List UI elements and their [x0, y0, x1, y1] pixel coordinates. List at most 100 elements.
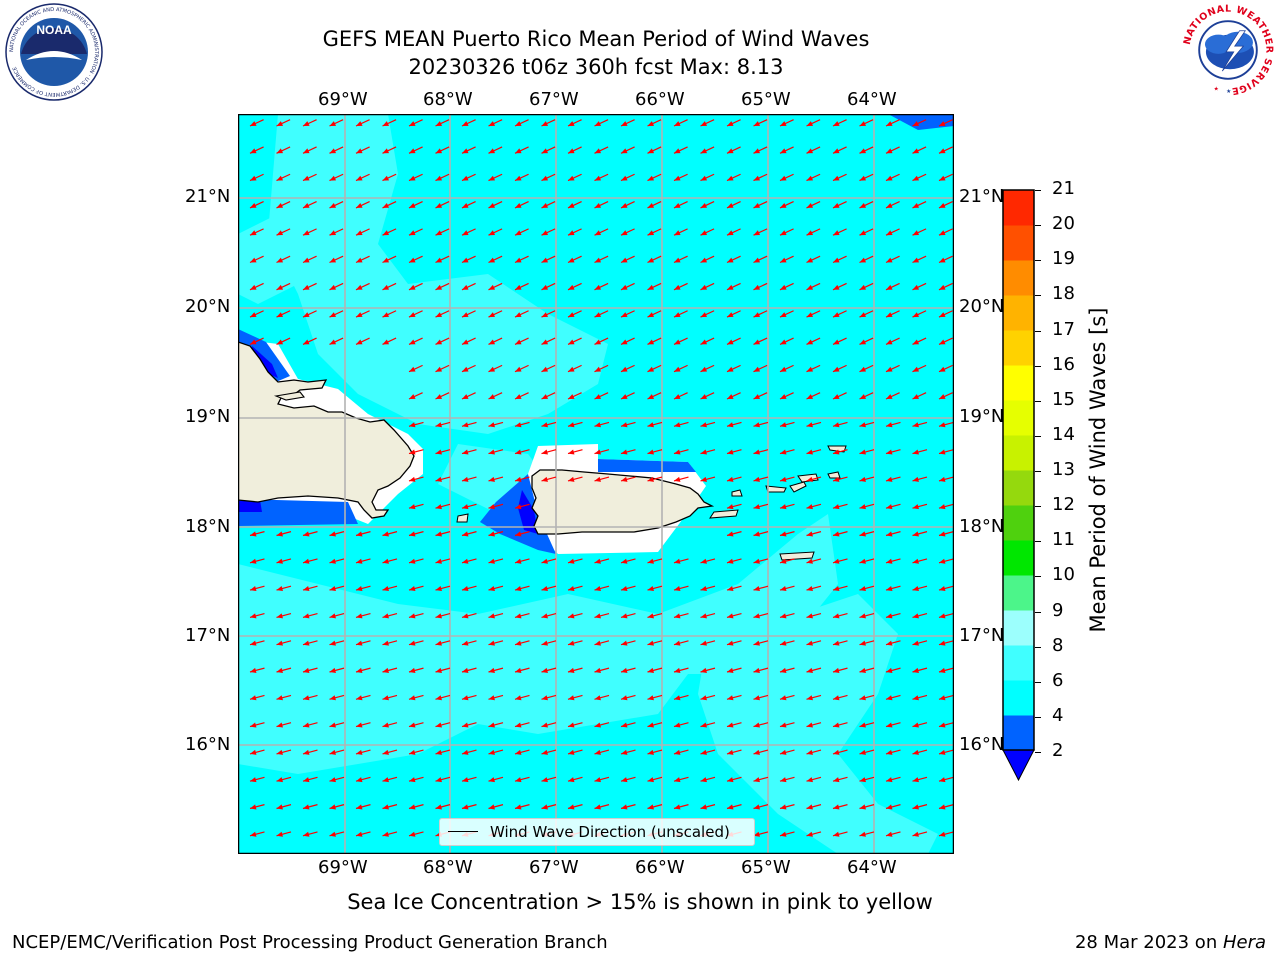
wind-wave-arrow-head: [515, 531, 522, 537]
wind-wave-arrow-head: [568, 148, 575, 154]
wind-wave-arrow-head: [594, 449, 601, 455]
wind-wave-arrow-head: [621, 148, 628, 154]
wind-wave-arrow-head: [303, 121, 310, 126]
wind-wave-arrow-head: [674, 175, 681, 181]
colorbar-tick-mark: [1035, 365, 1041, 367]
wind-wave-arrow-head: [859, 148, 867, 154]
wind-wave-arrow-head: [435, 312, 443, 318]
wind-wave-arrow-head: [462, 777, 469, 783]
wind-wave-arrow-head: [939, 558, 946, 564]
lon-label-bottom-69w: 69°W: [318, 857, 368, 878]
wind-wave-arrow-head: [647, 667, 654, 673]
wind-wave-arrow-head: [912, 613, 919, 619]
wind-wave-arrow-head: [833, 558, 840, 564]
wind-wave-arrow-head: [806, 476, 813, 482]
colorbar-tick-mark: [1035, 506, 1041, 508]
wind-wave-arrow-head: [515, 640, 522, 646]
wind-wave-arrow-head: [276, 831, 283, 837]
wind-wave-arrow-head: [939, 312, 946, 318]
wind-wave-arrow-head: [859, 257, 867, 263]
wind-wave-arrow-head: [356, 613, 363, 619]
wind-wave-arrow-head: [329, 257, 337, 263]
colorbar-bin: [1003, 680, 1034, 716]
wind-wave-arrow-head: [700, 667, 707, 673]
wind-wave-arrow-head: [674, 230, 681, 236]
wind-wave-arrow-head: [674, 667, 681, 673]
wind-wave-arrow-head: [329, 722, 336, 728]
wind-wave-arrow-head: [806, 339, 814, 345]
wind-wave-arrow-head: [674, 476, 681, 482]
wind-wave-arrow-head: [276, 558, 283, 564]
wind-wave-arrow-head: [568, 586, 575, 592]
wind-wave-arrow-head: [780, 284, 787, 290]
wind-wave-arrow-head: [859, 203, 867, 208]
wind-wave-arrow-head: [621, 230, 628, 236]
wind-wave-arrow-head: [488, 449, 495, 455]
wind-wave-arrow-head: [594, 613, 601, 619]
wind-wave-arrow-head: [621, 804, 628, 810]
wind-wave-arrow-head: [886, 257, 893, 263]
wind-wave-arrow-head: [621, 366, 628, 372]
wind-wave-arrow-head: [833, 722, 840, 728]
wind-wave-arrow-head: [939, 804, 946, 810]
wind-wave-arrow-head: [541, 613, 548, 619]
wind-wave-arrow-head: [488, 366, 496, 372]
wind-wave-arrow-head: [382, 339, 390, 345]
wind-wave-arrow-head: [382, 586, 389, 592]
wind-wave-arrow-head: [859, 640, 866, 646]
wind-wave-arrow-head: [382, 749, 389, 755]
legend-label: Wind Wave Direction (unscaled): [490, 823, 730, 841]
lon-label-top-65w: 65°W: [741, 89, 791, 110]
legend-line-sample: [448, 831, 478, 832]
noaa-logo: NATIONAL OCEANIC AND ATMOSPHERIC ADMINIS…: [5, 3, 103, 101]
wind-wave-arrow-head: [753, 148, 761, 154]
wind-wave-arrow-head: [594, 640, 601, 646]
wind-wave-arrow-head: [409, 613, 416, 619]
wind-wave-arrow-head: [674, 312, 681, 318]
wind-wave-arrow-head: [488, 613, 495, 619]
land-hispaniola: [238, 341, 415, 519]
wind-wave-arrow-head: [250, 175, 257, 181]
wind-wave-arrow-head: [912, 531, 919, 537]
wind-wave-arrow-head: [462, 312, 469, 318]
wind-wave-arrow-head: [886, 203, 893, 208]
wind-wave-arrow-head: [621, 257, 628, 263]
wind-wave-arrow-head: [727, 613, 734, 619]
wind-wave-arrow-head: [727, 558, 734, 564]
wind-wave-arrow-head: [541, 804, 548, 810]
wind-wave-arrow-head: [780, 695, 787, 701]
wind-wave-arrow-head: [621, 175, 628, 181]
wind-wave-arrow-head: [833, 284, 840, 290]
wind-wave-arrow-head: [541, 558, 548, 564]
wind-wave-arrow-head: [303, 831, 310, 837]
wind-wave-arrow-head: [833, 667, 840, 673]
wind-wave-arrow-head: [329, 121, 337, 126]
colorbar-tick-mark: [1035, 576, 1041, 578]
wind-wave-arrow-head: [886, 722, 893, 728]
wind-wave-arrow-head: [621, 777, 628, 783]
wind-wave-arrow-head: [250, 312, 257, 318]
wind-wave-arrow-head: [886, 422, 893, 428]
wind-wave-arrow-head: [621, 722, 628, 728]
footer-date-text: 28 Mar 2023 on: [1074, 932, 1223, 953]
wind-wave-arrow-head: [859, 558, 866, 564]
wind-wave-arrow-head: [250, 148, 257, 154]
wind-wave-arrow-head: [621, 613, 628, 619]
wind-wave-arrow-head: [700, 203, 708, 208]
wind-wave-arrow-head: [753, 339, 761, 345]
wind-wave-arrow-head: [568, 366, 575, 372]
wind-wave-arrow-head: [727, 175, 734, 181]
wind-wave-arrow-head: [409, 831, 416, 837]
wind-wave-arrow-head: [780, 504, 787, 510]
wind-wave-arrow-head: [912, 230, 920, 236]
colorbar-bin: [1003, 260, 1034, 296]
wind-wave-arrow-head: [647, 640, 654, 646]
wind-wave-arrow-head: [515, 148, 522, 154]
wind-wave-arrow-head: [541, 667, 548, 673]
wind-wave-arrow-head: [833, 175, 840, 181]
wind-wave-arrow-head: [382, 230, 390, 236]
wind-wave-arrow-head: [488, 777, 495, 783]
wind-wave-arrow-head: [329, 667, 336, 673]
wind-wave-arrow-head: [886, 695, 893, 701]
wind-wave-arrow-head: [462, 558, 469, 564]
